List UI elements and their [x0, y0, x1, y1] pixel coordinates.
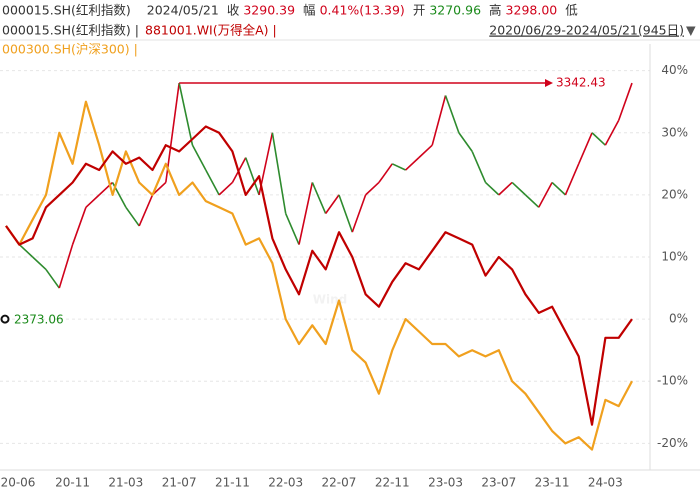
series-segment: [391, 163, 406, 171]
series-segment: [325, 194, 340, 214]
quote-field: 低: [565, 3, 578, 18]
quote-field: 3298.00: [506, 3, 558, 18]
series-segment: [18, 243, 34, 258]
quote-field: 收: [227, 3, 240, 18]
max-label: 3342.43: [556, 76, 606, 90]
series-segment: [591, 132, 606, 146]
x-tick-label: 20-11: [55, 476, 90, 490]
y-tick-label: -10%: [657, 374, 688, 388]
series-segment: [85, 194, 100, 208]
x-tick-label: 21-03: [108, 476, 143, 490]
quote-field: 高: [489, 3, 502, 18]
quote-field: 幅: [303, 3, 316, 18]
legend-separator: |: [134, 42, 138, 57]
series-segment: [311, 182, 327, 214]
series-segment: [484, 181, 500, 196]
x-tick-label: 22-03: [268, 476, 303, 490]
quote-field: 3270.96: [429, 3, 481, 18]
series-segment: [431, 95, 447, 146]
legend-separator: |: [135, 23, 139, 38]
series-segment: [577, 132, 593, 165]
series-segment: [551, 181, 566, 196]
series-segment: [138, 194, 154, 227]
series-segment: [178, 82, 194, 146]
start-marker: [0, 314, 10, 324]
series-segment: [338, 194, 354, 233]
y-tick-label: 40%: [661, 63, 688, 77]
y-tick-label: 30%: [661, 125, 688, 139]
series-segment: [405, 157, 420, 171]
series-segment: [298, 182, 314, 245]
series-segment: [604, 119, 620, 146]
series-segment: [471, 151, 487, 183]
x-tick-label: 24-03: [588, 476, 623, 490]
series-segment: [444, 95, 460, 134]
series-segment: [244, 157, 260, 196]
x-tick-label: 21-07: [162, 476, 197, 490]
x-tick-label: 21-11: [215, 476, 250, 490]
series-segment: [524, 194, 540, 208]
legend-entry[interactable]: 881001.WI(万得全A): [145, 23, 269, 38]
y-tick-label: 20%: [661, 187, 688, 201]
x-tick-label: 22-11: [375, 476, 410, 490]
quote-field: 2024/05/21: [147, 3, 219, 18]
series-segment: [284, 213, 300, 245]
series-segment: [205, 169, 220, 196]
y-tick-label: 10%: [661, 250, 688, 264]
legend-separator: |: [273, 23, 277, 38]
y-tick-label: -20%: [657, 436, 688, 450]
series-segment: [617, 82, 633, 121]
y-tick-label: 0%: [669, 312, 688, 326]
series-line: [5, 125, 633, 426]
x-tick-label: 23-03: [428, 476, 463, 490]
x-tick-label: 23-07: [481, 476, 516, 490]
x-tick-label: 20-06: [1, 476, 36, 490]
quote-field: 开: [413, 3, 426, 18]
series-segment: [271, 132, 287, 214]
dropdown[interactable]: ▼: [686, 23, 696, 38]
series-segment: [45, 268, 60, 289]
series-segment: [165, 82, 180, 183]
legend-entry[interactable]: 000015.SH(红利指数): [2, 23, 131, 38]
quote-field: 0.41%(13.39): [320, 3, 405, 18]
series-segment: [538, 182, 553, 208]
quote-field: 3290.39: [243, 3, 295, 18]
legend-entry[interactable]: 000300.SH(沪深300): [2, 42, 130, 57]
series-segment: [511, 181, 526, 196]
series-segment: [351, 194, 367, 233]
series-segment: [191, 144, 207, 171]
series-segment: [564, 163, 580, 196]
arrow-head: [545, 79, 553, 88]
series-segment: [32, 256, 47, 271]
date-range[interactable]: 2020/06/29-2024/05/21(945日): [489, 23, 684, 38]
quote-field: 000015.SH(红利指数): [2, 3, 131, 18]
x-tick-label: 23-11: [535, 476, 570, 490]
x-tick-label: 22-07: [322, 476, 357, 490]
series-segment: [498, 181, 513, 196]
series-segment: [71, 207, 87, 245]
series-segment: [378, 163, 393, 183]
series-segment: [458, 132, 473, 152]
series-segment: [418, 144, 433, 159]
watermark: Wind: [313, 293, 347, 307]
series-segment: [125, 206, 140, 227]
series-segment: [365, 181, 380, 196]
series-line: [5, 100, 633, 451]
series-segment: [218, 181, 233, 196]
start-label: 2373.06: [14, 313, 64, 327]
series-segment: [58, 244, 74, 289]
series-segment: [151, 181, 167, 196]
